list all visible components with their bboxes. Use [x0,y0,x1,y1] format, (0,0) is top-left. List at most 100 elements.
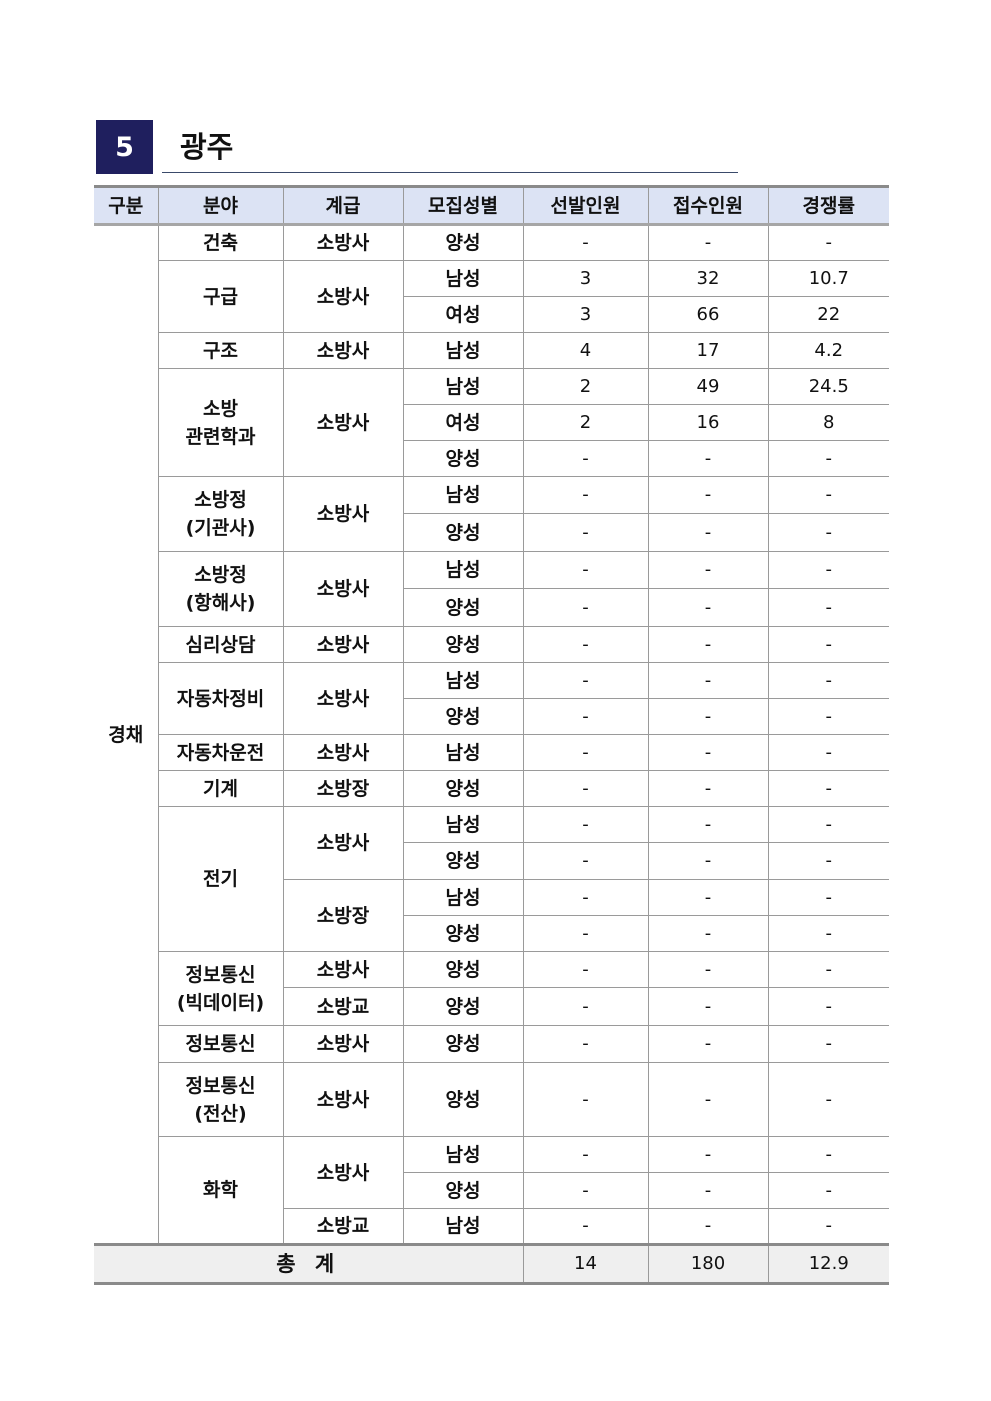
gender-cell: 남성 [402,260,524,297]
applied-count: - [647,662,769,699]
applied-count: - [647,879,769,916]
applied-count: - [647,626,769,663]
competition-ratio: - [767,987,889,1026]
rank-cell: 소방사 [282,951,404,988]
rank-cell: 소방사 [282,224,404,261]
header-rank: 계급 [282,185,404,226]
table-row: 기계 소방장 양성 - - - [94,770,889,807]
rank-cell: 소방사 [282,1136,404,1209]
competition-ratio: - [767,698,889,735]
total-label: 총 계 [94,1243,524,1285]
selected-count: - [522,1208,649,1245]
field-cell: 기계 [157,770,284,807]
selected-count: 4 [522,332,649,369]
applied-count: - [647,842,769,880]
header-gender: 모집성별 [402,185,524,226]
rank-cell: 소방사 [282,551,404,627]
competition-ratio: - [767,1172,889,1209]
field-cell: 정보통신 [157,1025,284,1063]
gender-cell: 남성 [402,1208,524,1245]
selected-count: - [522,1025,649,1063]
table-row: 전기 소방사 남성 - - - [94,806,889,952]
selected-count: - [522,734,649,771]
gender-cell: 양성 [402,770,524,807]
competition-ratio: - [767,588,889,627]
selected-count: - [522,440,649,477]
gender-cell: 양성 [402,698,524,735]
table-row: 정보통신 (전산) 소방사 양성 - - - [94,1062,889,1137]
gender-cell: 양성 [402,987,524,1026]
competition-ratio: - [767,551,889,589]
competition-ratio: 24.5 [767,368,889,405]
selected-count: - [522,879,649,916]
applied-count: - [647,1136,769,1173]
table-row: 구급 소방사 남성 3 32 10.7 [94,260,889,333]
selected-count: - [522,1136,649,1173]
applied-count: - [647,476,769,514]
rank-cell: 소방사 [282,332,404,369]
field-cell: 소방정 (기관사) [157,476,284,552]
section-number: 5 [96,120,153,174]
header-field: 분야 [157,185,284,226]
field-cell: 자동차정비 [157,662,284,735]
gender-cell: 남성 [402,806,524,843]
applied-count: - [647,1062,769,1137]
competition-ratio: - [767,224,889,261]
gender-cell: 남성 [402,368,524,405]
selected-count: - [522,951,649,988]
section-title: 광주 [180,130,234,164]
competition-ratio: - [767,1025,889,1063]
applied-count: - [647,698,769,735]
gender-cell: 양성 [402,1025,524,1063]
selected-count: - [522,698,649,735]
selected-count: - [522,1062,649,1137]
field-cell: 구급 [157,260,284,333]
gender-cell: 남성 [402,734,524,771]
competition-ratio: - [767,1208,889,1245]
gender-cell: 남성 [402,1136,524,1173]
competition-ratio: - [767,951,889,988]
gender-cell: 양성 [402,588,524,627]
table-row: 여성 3 66 22 [94,296,889,333]
selected-count: - [522,915,649,952]
applied-count: - [647,987,769,1026]
competition-ratio: 22 [767,296,889,333]
category-cell: 경채 [94,224,159,1245]
competition-ratio: - [767,842,889,880]
applied-count: - [647,734,769,771]
applied-count: - [647,224,769,261]
rank-cell: 소방장 [282,770,404,807]
field-cell: 구조 [157,332,284,369]
rank-cell: 소방교 [282,1208,404,1245]
table-row: 자동차운전 소방사 남성 - - - [94,734,889,771]
selected-count: 3 [522,260,649,297]
selected-count: - [522,626,649,663]
selected-count: - [522,1172,649,1209]
title-underline [162,172,738,173]
competition-ratio: - [767,440,889,477]
competition-ratio: 10.7 [767,260,889,297]
table-row: 소방교 남성 - - - [94,1208,889,1245]
competition-ratio: - [767,915,889,952]
total-ratio: 12.9 [767,1243,889,1285]
applied-count: 16 [647,404,769,441]
rank-cell: 소방사 [282,734,404,771]
gender-cell: 남성 [402,476,524,514]
selected-count: - [522,224,649,261]
table-row: 정보통신 (빅데이터) 소방사 양성 - - - [94,951,889,1026]
rank-cell: 소방사 [282,1025,404,1063]
gender-cell: 양성 [402,440,524,477]
applied-count: 66 [647,296,769,333]
rank-cell: 소방장 [282,879,404,952]
selected-count: - [522,806,649,843]
competition-ratio: - [767,626,889,663]
applied-count: 32 [647,260,769,297]
selected-count: - [522,588,649,627]
applied-count: - [647,440,769,477]
competition-ratio: - [767,879,889,916]
field-cell: 자동차운전 [157,734,284,771]
gender-cell: 남성 [402,332,524,369]
table-row: 소방 관련학과 소방사 남성 2 49 24.5 [94,368,889,477]
table-row: 여성 2 16 8 [94,404,889,441]
field-cell: 전기 [157,806,284,952]
